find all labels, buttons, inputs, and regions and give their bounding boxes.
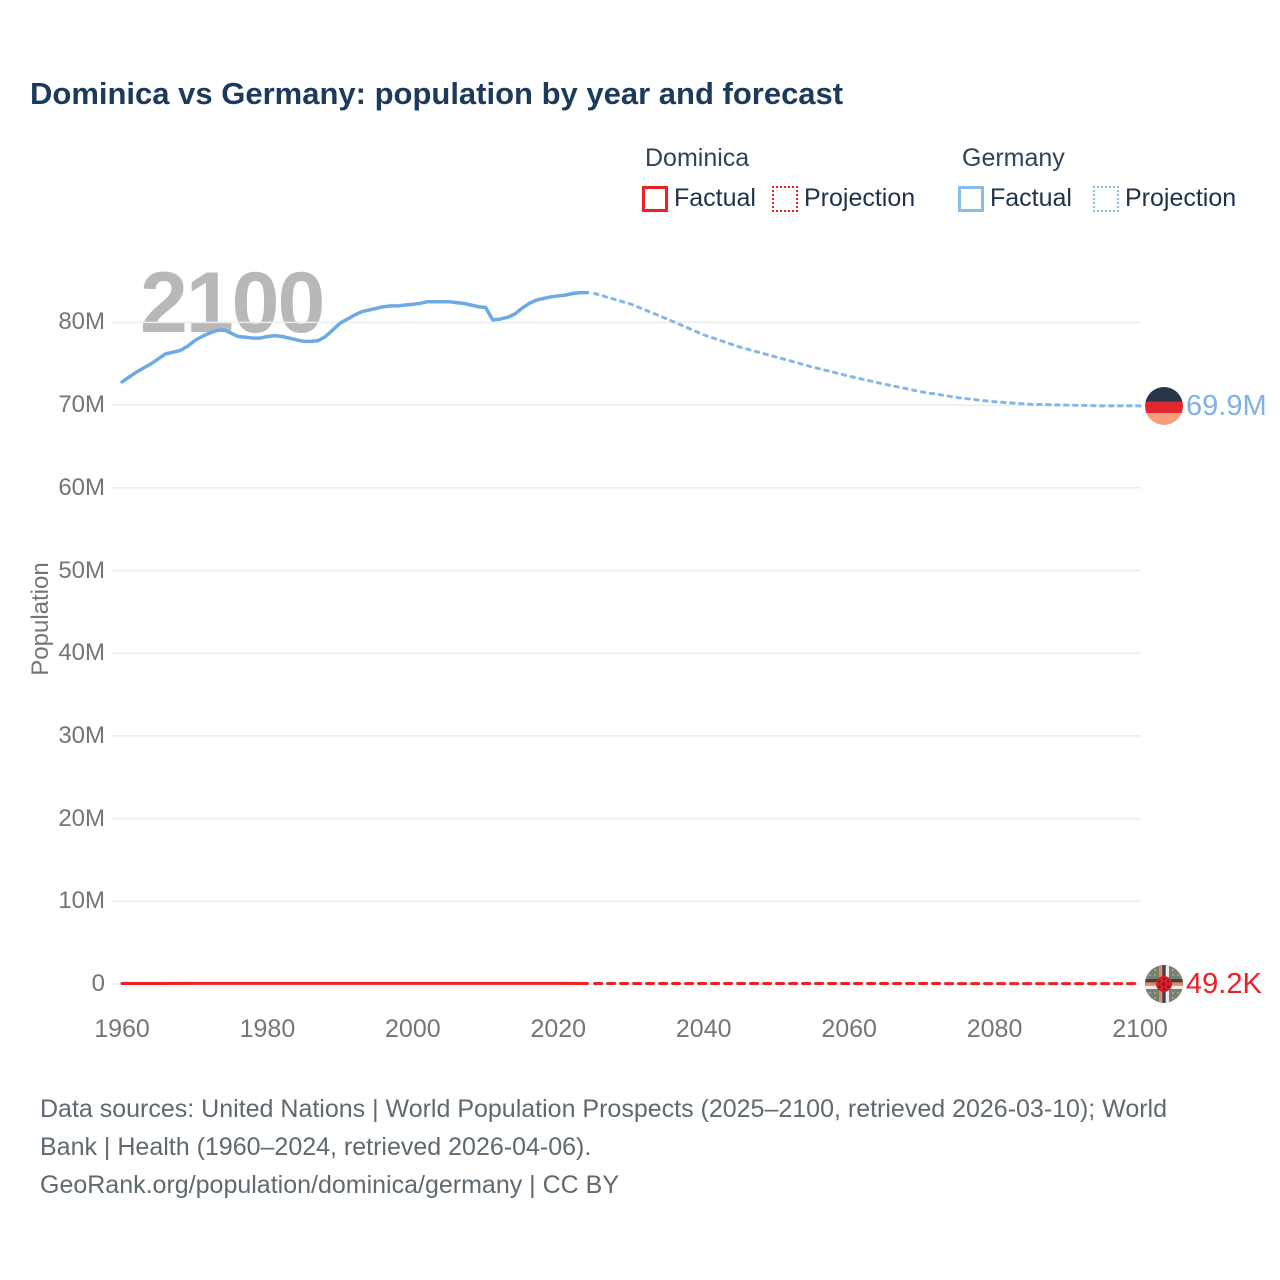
y-tick-label: 50M xyxy=(58,556,105,584)
germany-end-value-label: 69.9M xyxy=(1186,389,1267,422)
y-tick-label: 20M xyxy=(58,804,105,832)
x-tick-label: 1960 xyxy=(94,1015,150,1043)
x-tick-label: 2020 xyxy=(530,1015,587,1043)
y-tick-label: 10M xyxy=(58,887,105,915)
y-tick-label: 70M xyxy=(58,391,105,419)
legend-item-label: Projection xyxy=(804,184,916,212)
germany-flag-icon xyxy=(1145,386,1183,425)
dominica-end-value-label: 49.2K xyxy=(1186,967,1262,1000)
germany-factual-line xyxy=(120,290,590,384)
legend-item-germany-projection[interactable]: Projection xyxy=(1093,185,1236,212)
legend-item-dominica-projection[interactable]: Projection xyxy=(772,185,915,212)
legend-item-dominica-factual[interactable]: Factual xyxy=(642,185,756,212)
x-tick-label: 2000 xyxy=(385,1015,441,1043)
swatch-red-solid-icon xyxy=(642,185,668,212)
x-tick-label: 1980 xyxy=(239,1015,296,1043)
legend-item-label: Projection xyxy=(1125,184,1237,212)
legend-item-label: Factual xyxy=(674,184,756,212)
y-tick-label: 40M xyxy=(58,639,105,667)
y-axis-title: Population xyxy=(27,562,54,676)
legend-item-germany-factual[interactable]: Factual xyxy=(958,185,1072,212)
footer-line: GeoRank.org/population/dominica/germany … xyxy=(40,1171,620,1199)
footer: Data sources: United Nations | World Pop… xyxy=(40,1090,1167,1204)
legend-group-name-germany: Germany xyxy=(962,144,1065,172)
y-tick-label: 80M xyxy=(58,308,105,336)
chart-title: Dominica vs Germany: population by year … xyxy=(30,76,844,111)
footer-line: Data sources: United Nations | World Pop… xyxy=(40,1095,1168,1123)
y-tick-label: 30M xyxy=(58,721,105,749)
x-tick-label: 2100 xyxy=(1112,1015,1168,1043)
legend-item-label: Factual xyxy=(990,184,1072,212)
swatch-blue-solid-icon xyxy=(958,185,984,212)
germany-projection-line xyxy=(593,292,1142,408)
x-tick-label: 2080 xyxy=(966,1015,1023,1043)
dominica-flag-icon xyxy=(1145,964,1183,1003)
swatch-blue-dotted-icon xyxy=(1093,185,1119,212)
x-tick-label: 2060 xyxy=(821,1015,877,1043)
swatch-red-dotted-icon xyxy=(772,185,798,212)
y-tick-label: 60M xyxy=(58,473,105,501)
footer-line: Bank | Health (1960–2024, retrieved 2026… xyxy=(40,1133,592,1161)
y-tick-label: 0 xyxy=(91,970,105,997)
x-tick-label: 2040 xyxy=(675,1015,732,1043)
legend-group-name-dominica: Dominica xyxy=(645,144,750,172)
